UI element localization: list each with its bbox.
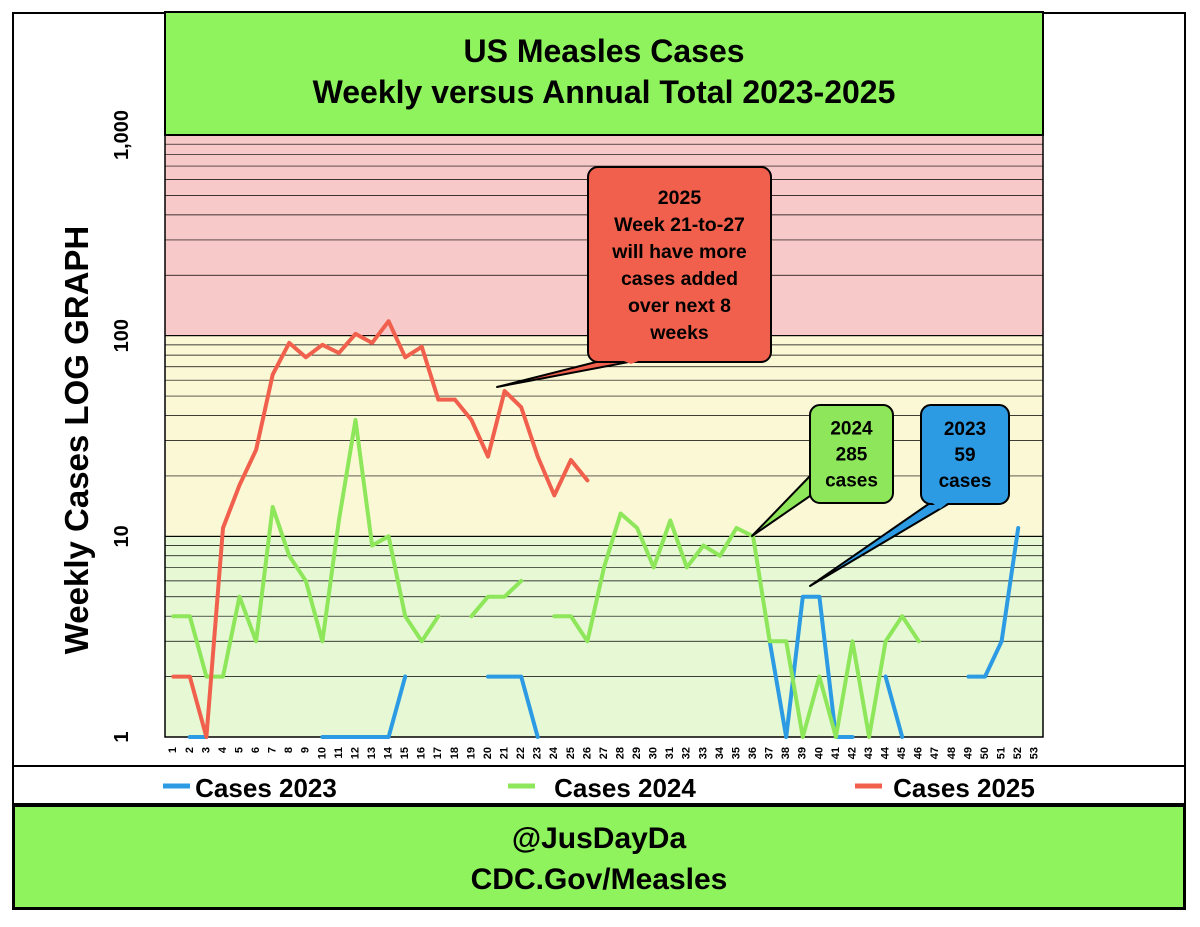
annotation-2025-line: over next 8 <box>628 295 731 317</box>
chart-title-line: US Measles Cases <box>463 33 744 69</box>
title-box <box>164 11 1044 136</box>
annotation-2024-box <box>809 404 894 504</box>
x-tick-label: 34 <box>714 746 726 759</box>
annotation-2023-line: 2023 <box>944 419 986 440</box>
annotation-2024-line: cases <box>825 471 878 492</box>
x-tick-label: 41 <box>830 747 842 759</box>
x-tick-label: 15 <box>399 747 411 759</box>
x-tick-label: 40 <box>813 747 825 759</box>
x-tick-label: 32 <box>681 747 693 759</box>
x-tick-label: 49 <box>962 747 974 759</box>
annotation-2024: 2024 285 cases <box>751 404 894 537</box>
legend-label: Cases 2024 <box>554 773 696 803</box>
x-tick-label: 7 <box>267 747 279 753</box>
annotation-2025-line: Week 21-to-27 <box>614 214 745 236</box>
x-tick-label: 50 <box>979 747 991 759</box>
x-tick-label: 11 <box>333 747 345 759</box>
x-tick-label: 29 <box>631 747 643 759</box>
x-tick-label: 20 <box>482 747 494 759</box>
x-tick-label: 37 <box>764 747 776 759</box>
x-tick-label: 28 <box>614 747 626 759</box>
x-tick-label: 38 <box>780 747 792 759</box>
x-tick-label: 45 <box>896 747 908 759</box>
annotation-2023-line: cases <box>939 471 992 492</box>
y-axis-label: Weekly Cases LOG GRAPH <box>58 226 95 655</box>
series-line-1 <box>486 674 540 739</box>
annotation-2025-join <box>612 356 650 364</box>
annotation-2023-line: 59 <box>954 445 975 466</box>
annotation-2023-box <box>920 404 1010 505</box>
annotation-2025-line: 2025 <box>658 187 702 209</box>
legend-label: Cases 2023 <box>195 773 337 803</box>
x-tick-label: 27 <box>598 747 610 759</box>
x-tick-label: 10 <box>316 747 328 759</box>
x-tick-label: 48 <box>946 747 958 759</box>
annotation-2025-box <box>587 166 772 363</box>
x-tick-label: 53 <box>1029 747 1041 759</box>
series-line-1 <box>966 526 1021 679</box>
x-tick-label: 25 <box>565 747 577 759</box>
annotation-2025: 2025 Week 21-to-27 will have more cases add… <box>496 166 772 388</box>
x-tick-label: 35 <box>730 747 742 759</box>
x-tick-label: 22 <box>515 747 527 759</box>
x-tick-label: 5 <box>233 747 245 753</box>
legend-label: Cases 2025 <box>893 773 1035 803</box>
x-tick-label: 46 <box>913 747 925 759</box>
footer-box <box>13 805 1185 909</box>
x-tick-label: 24 <box>548 746 560 759</box>
series-line-1 <box>767 594 855 739</box>
x-tick-label: 14 <box>383 746 395 759</box>
x-tick-label: 18 <box>449 747 461 759</box>
x-tick-label: 19 <box>465 747 477 759</box>
x-tick-label: 47 <box>929 747 941 759</box>
annotation-2025-line: weeks <box>649 322 709 344</box>
x-tick-label: 12 <box>349 747 361 759</box>
legend: Cases 2023 Cases 2024 Cases 2025 <box>163 773 1035 803</box>
x-tick-label: 6 <box>250 747 262 753</box>
annotation-2023: 2023 59 cases <box>809 404 1010 587</box>
x-tick-label: 9 <box>300 747 312 753</box>
x-tick-label: 23 <box>532 747 544 759</box>
x-tick-label: 51 <box>995 747 1007 759</box>
x-tick-label: 2 <box>184 747 196 753</box>
y-tick-label: 1 <box>111 731 133 742</box>
x-tick-label: 39 <box>797 747 809 759</box>
x-tick-label: 33 <box>697 747 709 759</box>
chart-title-line: Weekly versus Annual Total 2023-2025 <box>313 74 896 110</box>
x-tick-label: 36 <box>747 747 759 759</box>
y-tick-label: 100 <box>111 319 133 352</box>
x-tick-label: 26 <box>581 747 593 759</box>
x-tick-label: 13 <box>366 747 378 759</box>
annotation-2023-join <box>930 501 950 509</box>
footer-line: CDC.Gov/Measles <box>471 863 728 896</box>
x-tick-label: 30 <box>648 747 660 759</box>
x-tick-label: 8 <box>283 747 295 753</box>
x-tick-label: 52 <box>1012 747 1024 759</box>
series-line-1 <box>320 674 408 739</box>
x-tick-label: 16 <box>416 747 428 759</box>
x-tick-label: 31 <box>664 747 676 759</box>
annotation-2024-line: 2024 <box>830 419 873 440</box>
x-tick-label: 17 <box>432 747 444 759</box>
annotation-2024-line: 285 <box>836 445 868 466</box>
y-tick-label: 10 <box>111 525 133 547</box>
series-line-2 <box>469 578 524 619</box>
band-1 <box>165 335 1043 537</box>
series-line-3 <box>171 319 590 739</box>
x-tick-label: 44 <box>880 746 892 759</box>
x-tick-label: 42 <box>846 747 858 759</box>
x-tick-label: 3 <box>200 747 212 753</box>
x-tick-label: 1 <box>167 747 179 753</box>
x-tick-label: 21 <box>499 747 511 759</box>
annotation-2025-line: will have more <box>611 241 747 263</box>
annotation-2025-line: cases added <box>621 268 738 290</box>
x-tick-label: 4 <box>217 746 229 753</box>
footer-line: @JusDayDa <box>512 822 687 855</box>
series-line-1 <box>883 674 905 739</box>
x-tick-label: 43 <box>863 747 875 759</box>
y-tick-label: 1,000 <box>111 110 133 160</box>
